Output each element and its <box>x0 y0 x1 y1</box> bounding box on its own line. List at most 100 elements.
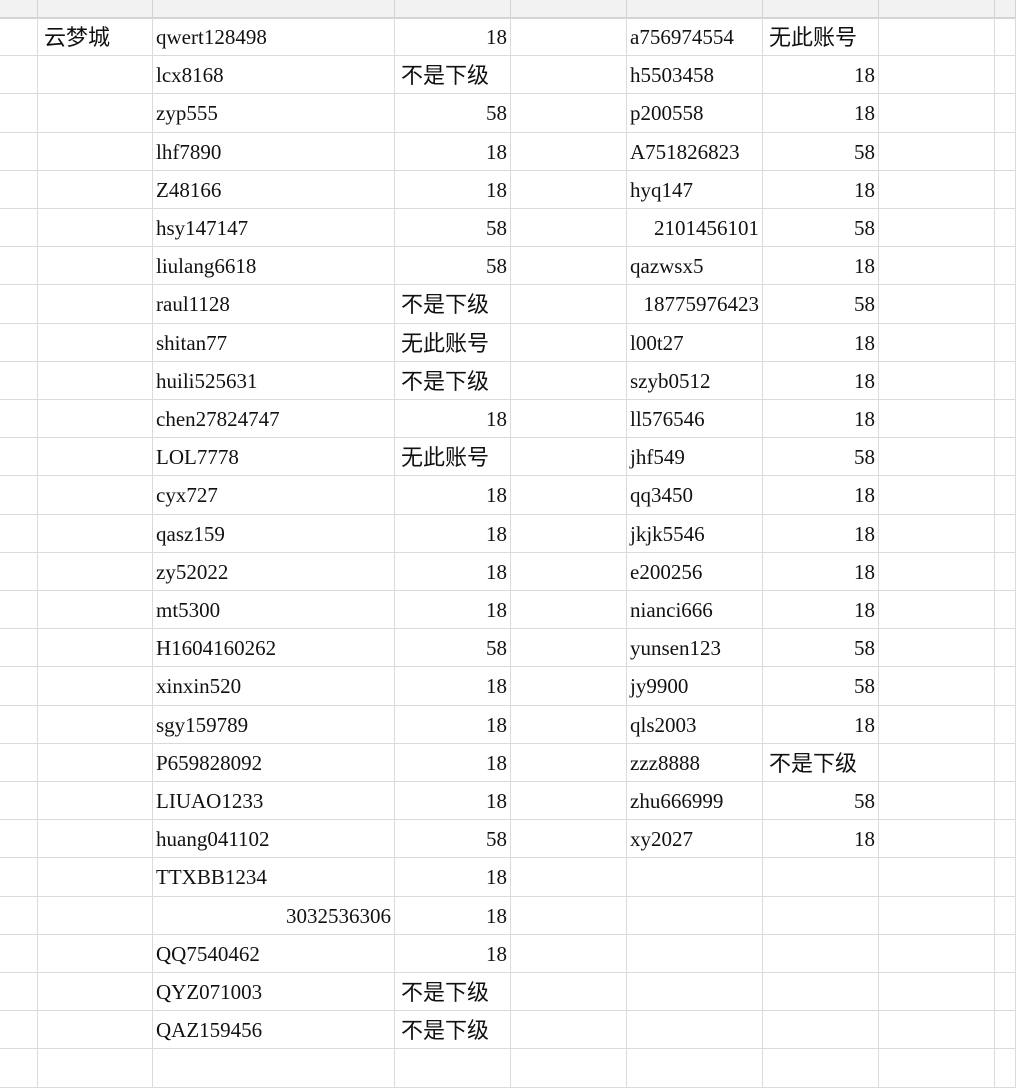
cell[interactable] <box>511 94 627 133</box>
cell[interactable] <box>511 552 627 591</box>
cell[interactable] <box>38 591 153 630</box>
column-header[interactable] <box>763 0 879 17</box>
value-cell[interactable]: 18 <box>395 132 511 171</box>
cell[interactable] <box>879 591 995 630</box>
value-cell[interactable]: 18 <box>395 400 511 439</box>
cell[interactable] <box>38 170 153 209</box>
cell[interactable] <box>511 514 627 553</box>
value-cell[interactable]: 18 <box>395 782 511 821</box>
value-cell[interactable]: 18 <box>763 514 879 553</box>
cell[interactable] <box>879 361 995 400</box>
cell[interactable] <box>38 629 153 668</box>
account-cell[interactable]: QAZ159456 <box>153 1011 395 1050</box>
cell[interactable] <box>763 1011 879 1050</box>
value-cell[interactable]: 18 <box>395 934 511 973</box>
cell[interactable] <box>0 514 38 553</box>
account-cell[interactable]: l00t27 <box>627 323 763 362</box>
cell[interactable] <box>879 629 995 668</box>
value-cell[interactable]: 18 <box>395 18 511 57</box>
account-cell[interactable]: raul1128 <box>153 285 395 324</box>
account-cell[interactable]: zy52022 <box>153 552 395 591</box>
value-cell[interactable]: 58 <box>763 132 879 171</box>
cell[interactable] <box>995 400 1016 439</box>
cell[interactable] <box>0 56 38 95</box>
cell[interactable] <box>879 1049 995 1088</box>
cell[interactable] <box>879 323 995 362</box>
cell[interactable] <box>38 552 153 591</box>
account-cell[interactable]: qazwsx5 <box>627 247 763 286</box>
value-cell[interactable]: 不是下级 <box>763 743 879 782</box>
value-cell[interactable]: 18 <box>395 743 511 782</box>
cell[interactable] <box>879 247 995 286</box>
cell[interactable] <box>511 667 627 706</box>
cell[interactable] <box>511 323 627 362</box>
cell[interactable] <box>38 361 153 400</box>
column-header[interactable] <box>153 0 395 17</box>
cell[interactable] <box>879 667 995 706</box>
cell[interactable] <box>0 591 38 630</box>
cell[interactable] <box>879 743 995 782</box>
value-cell[interactable]: 18 <box>395 552 511 591</box>
cell[interactable] <box>995 438 1016 477</box>
value-cell[interactable]: 18 <box>395 476 511 515</box>
value-cell[interactable]: 58 <box>395 247 511 286</box>
cell[interactable] <box>511 820 627 859</box>
account-cell[interactable]: qasz159 <box>153 514 395 553</box>
value-cell[interactable]: 不是下级 <box>395 361 511 400</box>
cell[interactable] <box>0 973 38 1012</box>
account-cell[interactable]: sgy159789 <box>153 705 395 744</box>
value-cell[interactable]: 58 <box>763 629 879 668</box>
cell[interactable] <box>38 132 153 171</box>
account-cell[interactable]: zyp555 <box>153 94 395 133</box>
cell[interactable] <box>995 56 1016 95</box>
cell[interactable] <box>511 170 627 209</box>
column-header[interactable] <box>627 0 763 17</box>
value-cell[interactable]: 58 <box>763 782 879 821</box>
value-cell[interactable]: 18 <box>395 514 511 553</box>
cell[interactable] <box>763 1049 879 1088</box>
cell[interactable] <box>38 323 153 362</box>
account-cell[interactable]: qwert128498 <box>153 18 395 57</box>
cell[interactable] <box>0 18 38 57</box>
cell[interactable] <box>879 820 995 859</box>
cell[interactable] <box>38 438 153 477</box>
account-cell[interactable]: mt5300 <box>153 591 395 630</box>
cell[interactable] <box>763 858 879 897</box>
account-cell[interactable]: 2101456101 <box>627 209 763 248</box>
cell[interactable] <box>995 629 1016 668</box>
value-cell[interactable]: 58 <box>763 285 879 324</box>
cell[interactable] <box>0 1011 38 1050</box>
account-cell[interactable]: hyq147 <box>627 170 763 209</box>
account-cell[interactable]: yunsen123 <box>627 629 763 668</box>
cell[interactable] <box>38 514 153 553</box>
cell[interactable] <box>0 132 38 171</box>
cell[interactable] <box>511 247 627 286</box>
cell[interactable] <box>0 476 38 515</box>
value-cell[interactable]: 18 <box>395 667 511 706</box>
cell[interactable] <box>879 782 995 821</box>
cell[interactable] <box>879 438 995 477</box>
account-cell[interactable]: huili525631 <box>153 361 395 400</box>
cell[interactable] <box>763 896 879 935</box>
cell[interactable] <box>995 858 1016 897</box>
value-cell[interactable]: 18 <box>395 591 511 630</box>
cell[interactable] <box>995 1011 1016 1050</box>
cell[interactable] <box>38 705 153 744</box>
cell[interactable] <box>511 18 627 57</box>
cell[interactable] <box>995 323 1016 362</box>
value-cell[interactable]: 无此账号 <box>395 438 511 477</box>
account-cell[interactable]: jy9900 <box>627 667 763 706</box>
cell[interactable] <box>38 56 153 95</box>
cell[interactable] <box>0 782 38 821</box>
value-cell[interactable]: 18 <box>763 400 879 439</box>
cell[interactable] <box>0 247 38 286</box>
account-cell[interactable]: zzz8888 <box>627 743 763 782</box>
account-cell[interactable]: chen27824747 <box>153 400 395 439</box>
cell[interactable] <box>879 400 995 439</box>
account-cell[interactable]: A751826823 <box>627 132 763 171</box>
account-cell[interactable]: huang041102 <box>153 820 395 859</box>
cell[interactable] <box>0 629 38 668</box>
account-cell[interactable]: Z48166 <box>153 170 395 209</box>
cell[interactable] <box>995 743 1016 782</box>
cell[interactable] <box>395 1049 511 1088</box>
